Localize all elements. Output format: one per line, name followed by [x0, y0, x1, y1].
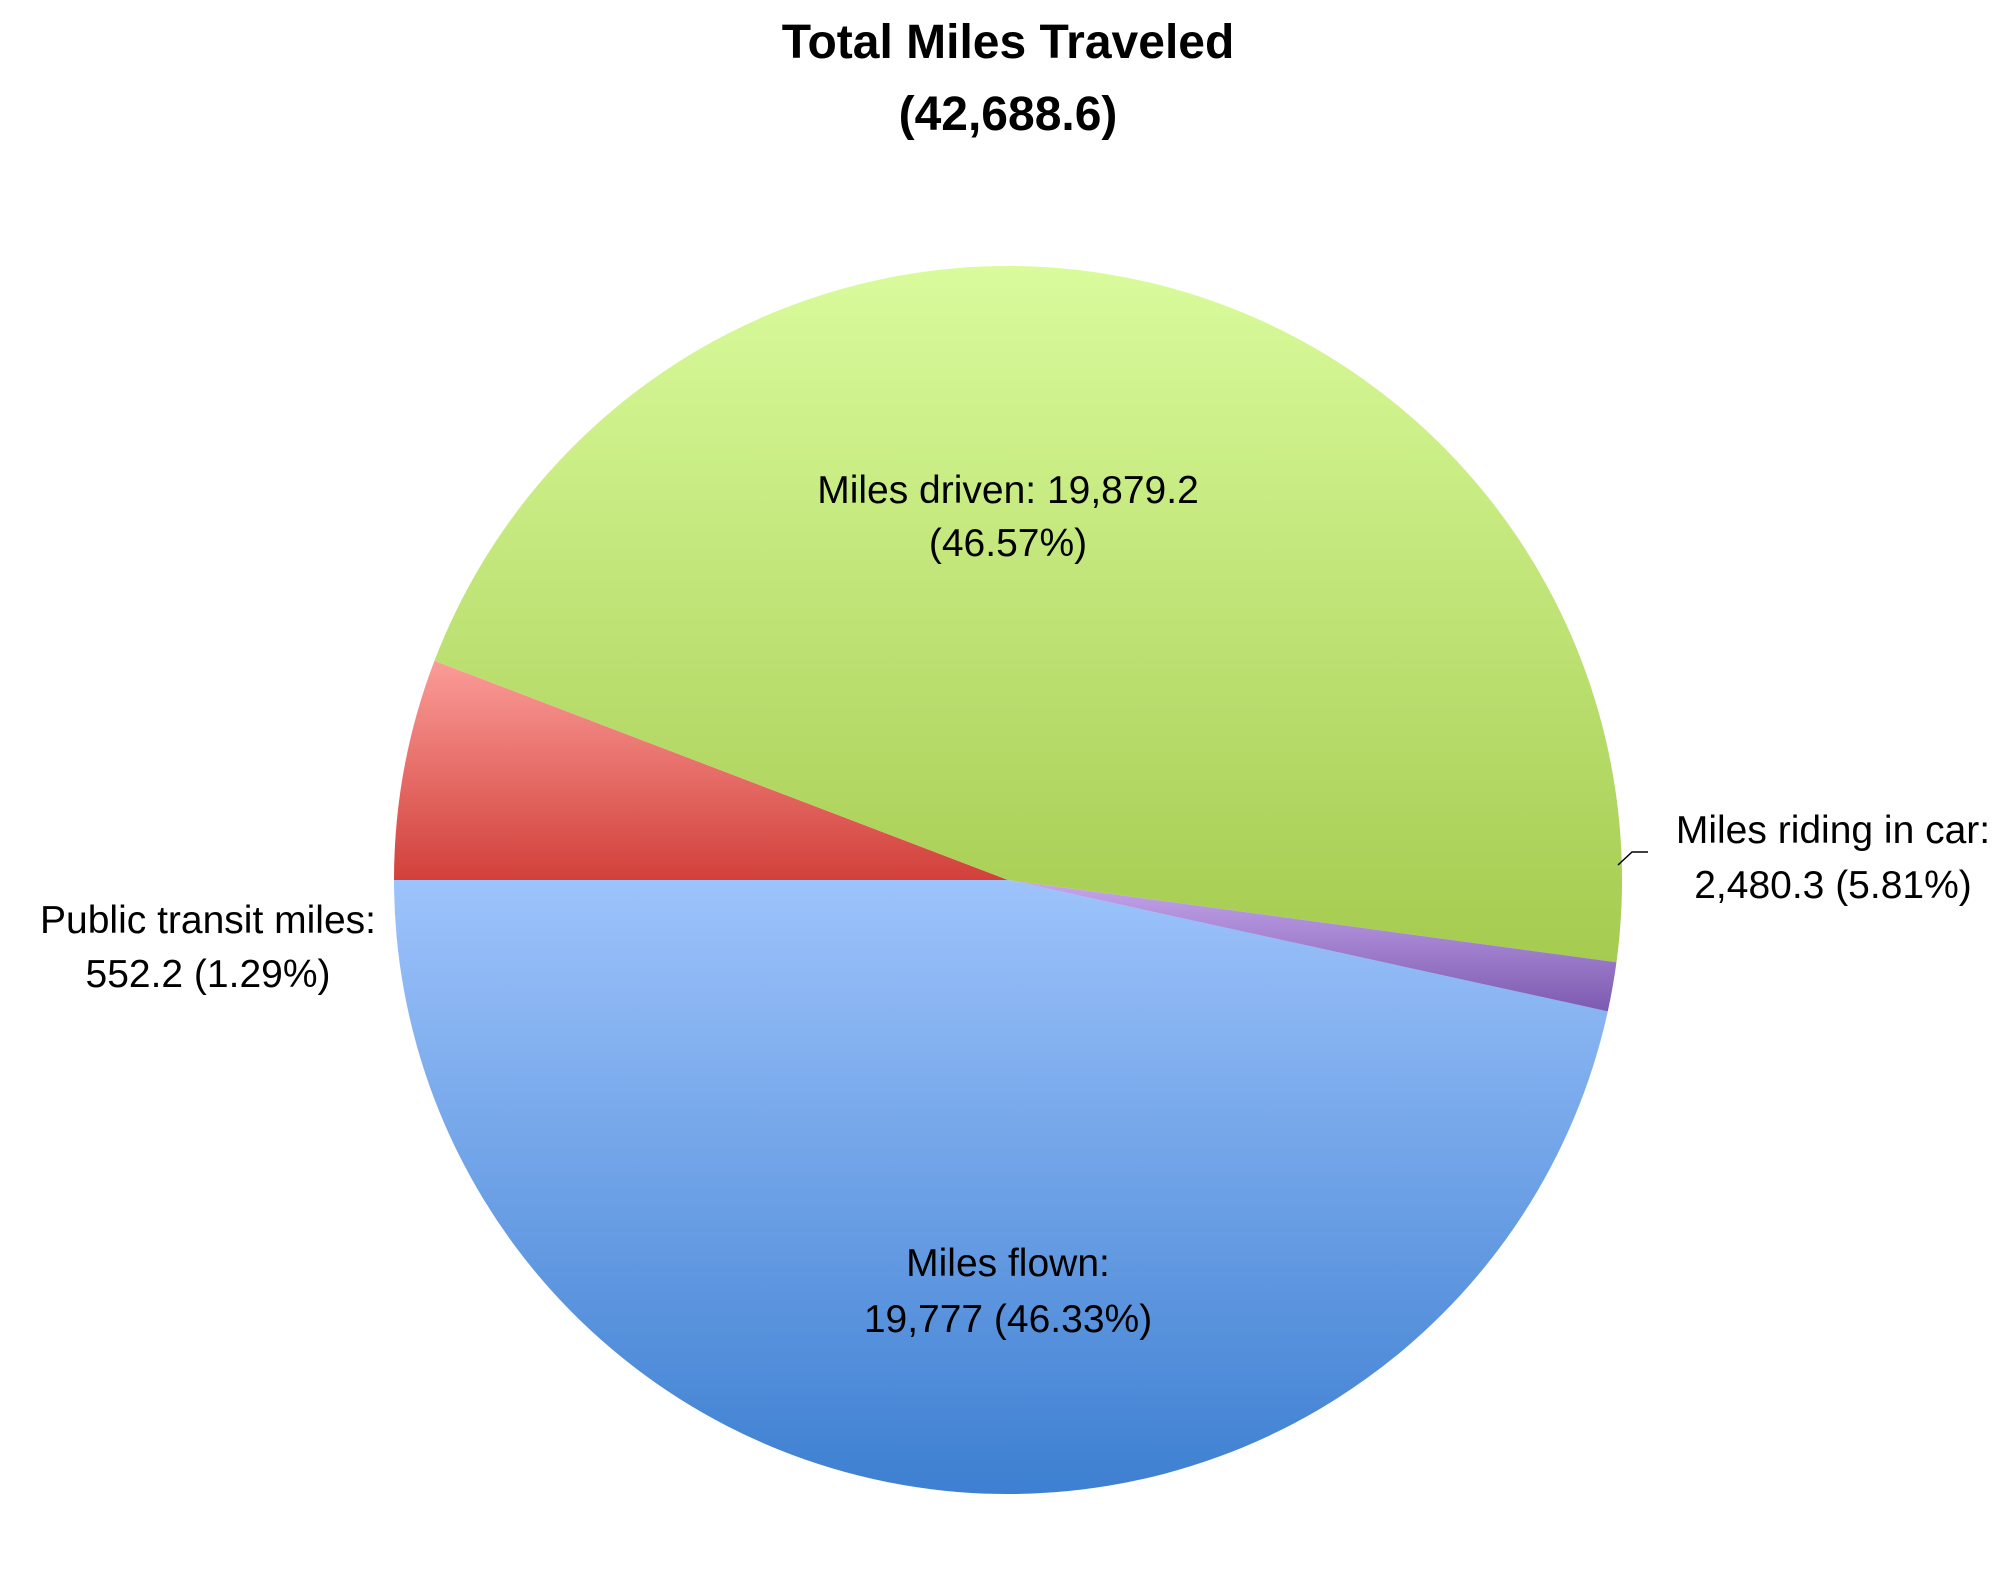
label-riding-line2: 2,480.3 (5.81%) [1694, 864, 1972, 907]
label-transit-line1: Public transit miles: [40, 899, 376, 942]
slice-driven [393, 880, 1608, 1495]
chart-title-line2: (42,688.6) [899, 88, 1118, 141]
label-riding-line1: Miles riding in car: [1676, 809, 1990, 852]
slice-flown [434, 265, 1623, 963]
label-flown-line1: Miles flown: [906, 1242, 1110, 1285]
label-transit-line2: 552.2 (1.29%) [86, 953, 331, 996]
label-flown-line2: 19,777 (46.33%) [864, 1298, 1152, 1341]
slice-transit [1008, 880, 1617, 1012]
leader-line-riding [1617, 851, 1648, 866]
slice-riding [394, 660, 1008, 880]
chart-title-line1: Total Miles Traveled [782, 16, 1235, 69]
label-driven-line1: Miles driven: 19,879.2 [817, 469, 1199, 512]
label-driven-line2: (46.57%) [929, 522, 1087, 565]
pie-slices [393, 265, 1623, 1495]
